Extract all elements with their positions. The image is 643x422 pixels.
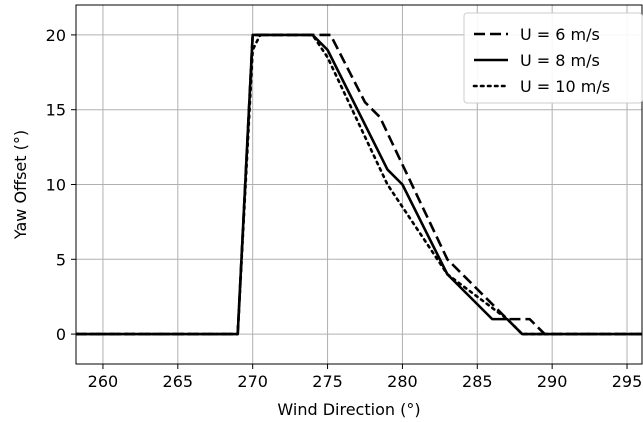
legend-label-2: U = 8 m/s (520, 51, 600, 70)
x-tick-label: 275 (312, 372, 343, 391)
x-tick-label: 295 (612, 372, 643, 391)
x-tick-label: 290 (537, 372, 568, 391)
y-tick-label: 15 (46, 101, 66, 120)
x-tick-label: 265 (163, 372, 194, 391)
legend: U = 6 m/s U = 8 m/s U = 10 m/s (463, 12, 643, 104)
y-tick-label: 10 (46, 176, 66, 195)
x-tick-label: 280 (387, 372, 418, 391)
x-tick-label: 270 (237, 372, 268, 391)
y-axis-ticks: 0 5 10 15 20 (46, 26, 76, 344)
y-tick-label: 20 (46, 26, 66, 45)
x-tick-label: 285 (462, 372, 493, 391)
y-tick-label: 0 (56, 325, 66, 344)
x-axis-ticks: 260 265 270 275 280 285 290 295 (88, 364, 643, 391)
x-axis-label: Wind Direction (°) (277, 400, 420, 419)
legend-label-3: U = 10 m/s (520, 77, 610, 96)
series-lines (76, 33, 642, 336)
x-tick-label: 260 (88, 372, 119, 391)
y-axis-label: Yaw Offset (°) (11, 130, 30, 240)
y-tick-label: 5 (56, 250, 66, 269)
legend-box (463, 12, 643, 104)
legend-label-1: U = 6 m/s (520, 25, 600, 44)
series-line-3 (76, 33, 642, 336)
